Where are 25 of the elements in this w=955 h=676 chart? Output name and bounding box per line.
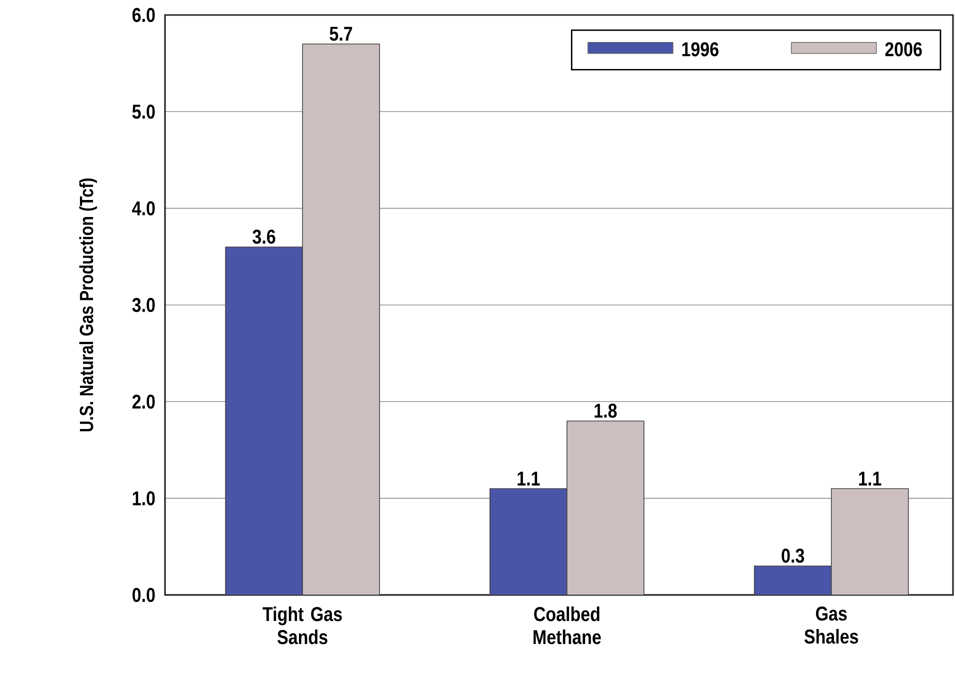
legend-label: 1996 bbox=[682, 42, 718, 56]
data-label: 0.3 bbox=[782, 548, 804, 563]
y-tick-label: 2.0 bbox=[132, 394, 155, 409]
bar bbox=[566, 420, 644, 595]
x-tick-label: Tight Gas Sands bbox=[262, 606, 342, 644]
y-tick-label: 4.0 bbox=[132, 201, 155, 216]
bar bbox=[830, 488, 909, 595]
y-tick-label: 1.0 bbox=[132, 491, 155, 506]
data-label: 1.1 bbox=[518, 472, 540, 486]
y-tick-label: 6.0 bbox=[132, 8, 155, 22]
bar bbox=[754, 566, 832, 595]
y-tick-label: 3.0 bbox=[132, 298, 155, 312]
data-label: 1.1 bbox=[859, 472, 882, 486]
legend-label: 2006 bbox=[885, 42, 922, 56]
data-label: 5.7 bbox=[330, 26, 352, 41]
y-axis-title: U.S. Natural Gas Production (Tcf) bbox=[79, 178, 97, 432]
data-label: 1.8 bbox=[594, 404, 617, 418]
bar bbox=[302, 44, 380, 595]
y-tick-label: 0.0 bbox=[132, 588, 155, 602]
bar bbox=[490, 488, 568, 595]
y-tick-label: 5.0 bbox=[132, 104, 155, 119]
x-tick-label: Coalbed Methane bbox=[534, 606, 601, 644]
data-label: 3.6 bbox=[252, 230, 276, 244]
x-tick-label: Gas Shales bbox=[804, 606, 858, 644]
bar bbox=[225, 246, 303, 595]
